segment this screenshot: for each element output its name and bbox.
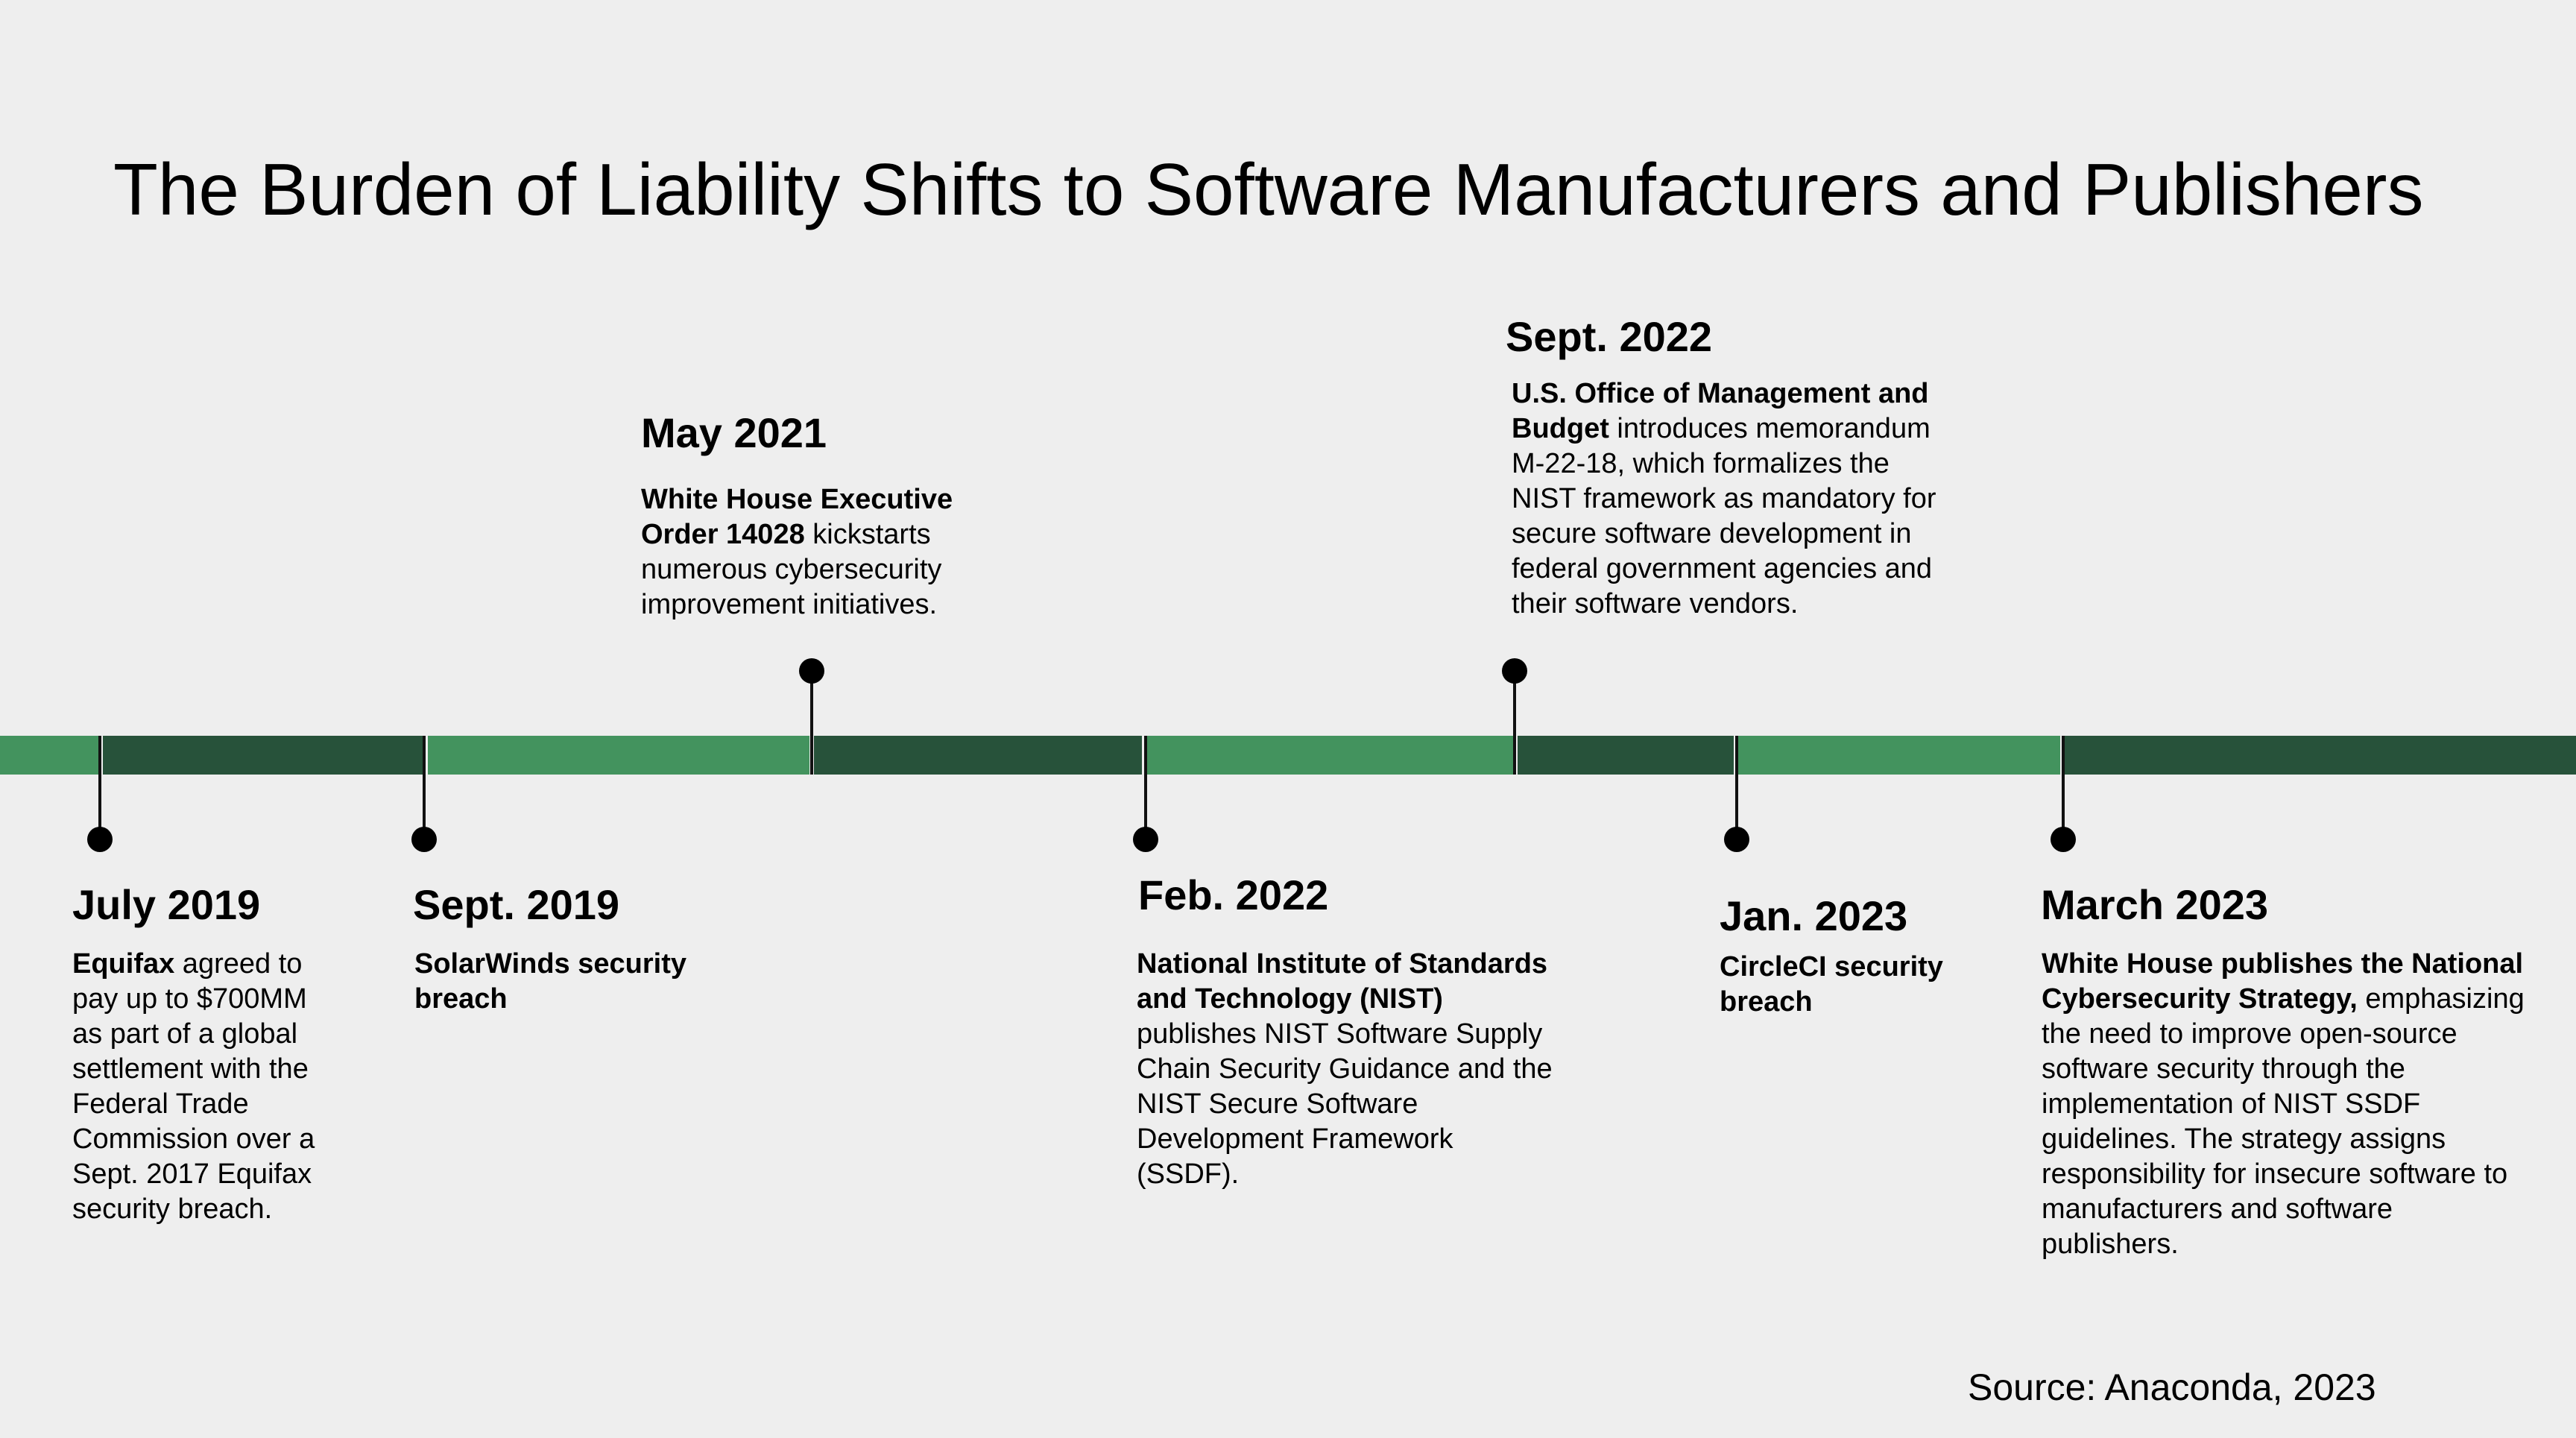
event-text: introduces memorandum M-22-18, which for… <box>1512 413 1936 619</box>
timeline-segment-dark <box>1518 736 1734 775</box>
timeline-segment-light <box>0 736 98 775</box>
source-caption: Source: Anaconda, 2023 <box>1968 1366 2376 1408</box>
event-highlight: White House Executive Order 14028 <box>641 484 953 550</box>
event-description: National Institute of Standards and Tech… <box>1137 947 1554 1192</box>
event-highlight: White House publishes the National Cyber… <box>2042 948 2524 1015</box>
event-date: March 2023 <box>2041 881 2269 928</box>
event-marker <box>2051 827 2076 852</box>
event-marker <box>799 658 824 684</box>
timeline-segment-dark <box>103 736 423 775</box>
event-connector <box>1735 736 1738 840</box>
event-text: agreed to pay up to $700MM as part of a … <box>72 948 315 1225</box>
event-marker <box>1133 827 1158 852</box>
event-date: Sept. 2019 <box>413 881 620 928</box>
event-connector <box>423 736 426 840</box>
timeline-segment-dark <box>814 736 1142 775</box>
event-marker <box>1724 827 1749 852</box>
event-description: White House Executive Order 14028 kickst… <box>641 482 1029 622</box>
event-marker <box>87 827 113 852</box>
event-marker <box>1502 658 1527 684</box>
event-date: Sept. 2022 <box>1506 313 1713 360</box>
event-connector <box>810 671 813 775</box>
event-highlight: Equifax <box>72 948 175 980</box>
event-text: kickstarts numerous cybersecurity improv… <box>641 519 942 620</box>
event-description: U.S. Office of Management and Budget int… <box>1512 376 1959 622</box>
event-highlight: SolarWinds security breach <box>414 948 686 1015</box>
event-highlight: National Institute of Standards and Tech… <box>1137 948 1548 1015</box>
event-highlight: U.S. Office of Management and Budget <box>1512 378 1929 444</box>
event-date: May 2021 <box>641 409 827 456</box>
event-description: SolarWinds security breach <box>414 947 698 1017</box>
event-highlight: CircleCI security breach <box>1720 951 1943 1018</box>
event-marker <box>411 827 437 852</box>
event-description: White House publishes the National Cyber… <box>2042 947 2526 1262</box>
timeline-segment-light <box>428 736 809 775</box>
event-text: publishes NIST Software Supply Chain Sec… <box>1137 1018 1553 1190</box>
timeline-segment-light <box>1738 736 2060 775</box>
timeline-segment-light <box>1146 736 1513 775</box>
event-description: CircleCI security breach <box>1720 950 1973 1020</box>
event-date: July 2019 <box>72 881 261 928</box>
event-connector <box>1513 671 1516 775</box>
event-connector <box>98 736 101 840</box>
event-date: Jan. 2023 <box>1720 892 1908 939</box>
page-title: The Burden of Liability Shifts to Softwa… <box>113 148 2424 230</box>
timeline-segment-dark <box>2065 736 2576 775</box>
event-text: emphasizing the need to improve open-sou… <box>2042 983 2525 1260</box>
event-description: Equifax agreed to pay up to $700MM as pa… <box>72 947 333 1227</box>
event-connector <box>2062 736 2065 840</box>
event-date: Feb. 2022 <box>1138 871 1329 918</box>
event-connector <box>1144 736 1147 840</box>
